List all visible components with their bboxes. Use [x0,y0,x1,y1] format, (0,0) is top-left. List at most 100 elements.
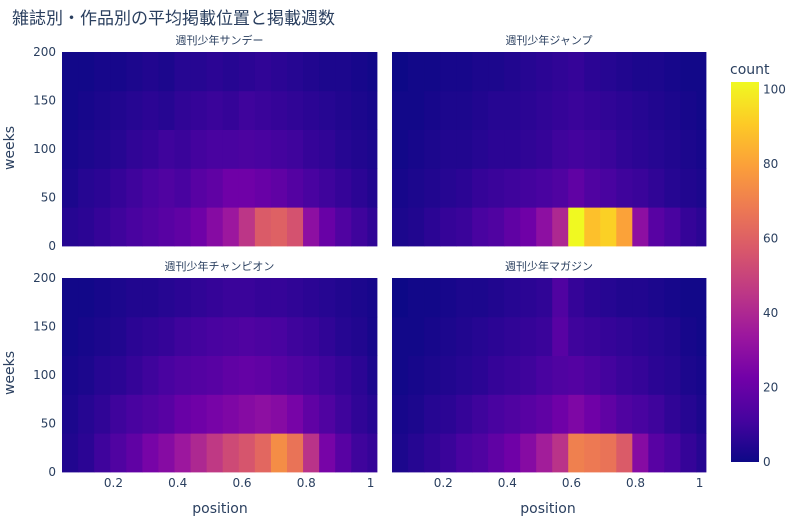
heatmap-cell [319,316,336,356]
heatmap-cell [222,168,240,208]
heatmap-cell [664,168,681,208]
panel-title: 週刊少年サンデー [176,33,264,47]
heatmap-cell [552,129,569,169]
heatmap-cell [126,278,143,318]
heatmap-cell [190,316,208,356]
heatmap-cell [504,278,521,318]
heatmap-cell [424,207,441,247]
heatmap-cell [392,433,409,473]
heatmap-cell [488,433,505,473]
heatmap-cell [488,316,505,356]
heatmap-cell [600,316,617,356]
heatmap-cell [408,355,425,395]
heatmap-cell [552,52,569,92]
heatmap-cell [62,433,79,473]
heatmap-cell [568,52,585,92]
heatmap-cell [472,433,489,473]
heatmap-cell [190,355,208,395]
heatmap-cell [238,52,256,92]
heatmap-cell [94,278,111,318]
heatmap-cell [367,168,378,208]
y-tick-label: 0 [48,465,56,479]
heatmap-cell [552,394,569,434]
heatmap-cell [303,394,320,434]
colorbar-ticks: 0 20 40 60 80 100 [763,82,786,469]
heatmap-cell [456,355,473,395]
heatmap-cell [552,207,569,247]
heatmap-cell [254,355,272,395]
heatmap-cell [664,278,681,318]
heatmap-cell [456,394,473,434]
heatmap-cell [664,129,681,169]
heatmap-cell [270,168,288,208]
heatmap-cell [206,394,224,434]
heatmap-cell [142,52,159,92]
heatmap-cell [536,90,553,130]
heatmap-cell [254,52,272,92]
heatmap-cell [664,316,681,356]
heatmap-cell [78,129,95,169]
heatmap-cell [126,52,143,92]
heatmap-cell [174,207,191,247]
heatmap-cell [568,394,585,434]
panel-title: 週刊少年マガジン [505,259,593,273]
heatmap-cell [552,355,569,395]
heatmap-cell [520,168,537,208]
heatmap-cell [680,168,697,208]
heatmap-cell [552,316,569,356]
heatmap-cell [222,355,240,395]
heatmap-cell [552,90,569,130]
heatmap-cell [94,394,111,434]
heatmap-cell [126,316,143,356]
heatmap-cell [367,207,378,247]
heatmap-cell [254,168,272,208]
heatmap-cell [584,316,601,356]
colorbar-title: count [730,62,770,78]
heatmap-cell [488,52,505,92]
heatmap-cell [472,52,489,92]
heatmap-cell [392,394,409,434]
heatmap-cell [110,316,127,356]
x-tick-label: 0.4 [498,476,517,490]
heatmap-cell [600,90,617,130]
heatmap-cell [158,355,175,395]
heatmap-cell [190,394,208,434]
heatmap-cell [335,278,352,318]
heatmap-cell [456,168,473,208]
y-axis-label-bottom: weeks [2,351,18,395]
heatmap-cell [488,394,505,434]
heatmap-cell [319,207,336,247]
heatmap-cell [303,433,320,473]
y-axis-label-top: weeks [2,126,18,170]
heatmap-cell [287,316,304,356]
heatmap-cell [351,316,368,356]
y-tick-label: 200 [33,271,56,285]
heatmap-cell [287,168,304,208]
heatmap-cell [568,168,585,208]
heatmap-cell [648,168,665,208]
heatmap-cell [408,278,425,318]
y-tick-label: 100 [33,368,56,382]
heatmap-cell [270,316,288,356]
heatmap-cell [456,90,473,130]
heatmap-cell [238,168,256,208]
heatmap-cell [696,168,707,208]
heatmap-cell [488,129,505,169]
heatmap-cell [696,207,707,247]
heatmap-cell [158,129,175,169]
heatmap-cell [254,278,272,318]
heatmap-cell [392,129,409,169]
heatmap-cell [568,90,585,130]
heatmap-cell [158,316,175,356]
heatmap-cell [632,278,649,318]
heatmap-cell [303,278,320,318]
heatmap-cell [536,278,553,318]
heatmap-cell [456,278,473,318]
colorbar-tick-label: 40 [763,306,778,320]
heatmap-cell [190,52,208,92]
heatmap-cell [584,394,601,434]
heatmap-cell [440,394,457,434]
heatmap-cell [110,433,127,473]
heatmap-cell [142,90,159,130]
heatmap-cell [78,168,95,208]
